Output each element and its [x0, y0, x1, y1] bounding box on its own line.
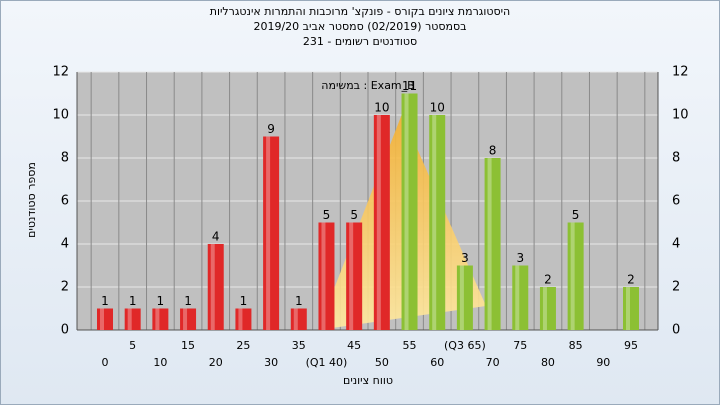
bar-highlight [349, 222, 354, 330]
bar-highlight [376, 115, 381, 330]
y-tick-label: 2 [61, 280, 69, 295]
chart-title: היסטוגרמת ציונים בקורס - פונקצ' מרוכבות … [210, 5, 511, 18]
bar [456, 265, 473, 330]
bar [235, 308, 252, 330]
x-tick-label: 60 [430, 356, 444, 369]
bar-highlight [515, 265, 520, 330]
value-label: 1 [295, 294, 303, 308]
y-tick-label: 10 [52, 108, 69, 123]
bar-highlight [321, 222, 326, 330]
bar [124, 308, 141, 330]
bar [484, 158, 501, 330]
bar-highlight [155, 308, 160, 330]
y-tick-label: 10 [672, 108, 689, 123]
x-tick-label: 85 [569, 339, 583, 352]
x-tick-label: (Q1 40) [306, 356, 348, 369]
bar [346, 222, 363, 330]
bar-highlight [432, 115, 437, 330]
x-tick-label: 35 [292, 339, 306, 352]
bar-highlight [127, 308, 132, 330]
x-tick-label: (Q3 65) [444, 339, 486, 352]
y-tick-label: 2 [672, 280, 680, 295]
x-tick-label: 50 [375, 356, 389, 369]
bar-highlight [266, 136, 271, 330]
x-tick-label: 55 [403, 339, 417, 352]
y-tick-label: 8 [61, 151, 69, 166]
bar-highlight [293, 308, 298, 330]
bar-highlight [626, 287, 630, 330]
bar-highlight [404, 93, 409, 330]
value-label: 1 [101, 294, 109, 308]
bar [152, 308, 169, 330]
y-tick-label: 4 [61, 237, 69, 252]
x-tick-label: 75 [513, 339, 527, 352]
bar [318, 222, 335, 330]
bar-highlight [459, 265, 464, 330]
x-tick-label: 15 [181, 339, 195, 352]
bar [401, 93, 418, 330]
bar-highlight [542, 287, 547, 330]
value-label: 11 [402, 79, 417, 93]
value-label: 1 [184, 294, 192, 308]
value-label: 10 [374, 101, 389, 115]
bar [567, 222, 584, 330]
bar-highlight [100, 308, 104, 330]
x-tick-label: 30 [264, 356, 278, 369]
value-label: 9 [267, 122, 275, 136]
value-label: 5 [572, 208, 580, 222]
y-axis-label: מספר סטודנטים [25, 162, 38, 238]
value-label: 5 [323, 208, 331, 222]
value-label: 3 [461, 251, 469, 265]
x-tick-label: 70 [486, 356, 500, 369]
bar-highlight [183, 308, 188, 330]
bar [97, 308, 113, 330]
y-tick-label: 0 [672, 323, 680, 338]
value-label: 2 [627, 273, 635, 287]
value-label: 1 [129, 294, 137, 308]
x-tick-label: 80 [541, 356, 555, 369]
value-label: 1 [157, 294, 165, 308]
bar [263, 136, 280, 330]
value-label: 8 [489, 144, 497, 158]
x-tick-label: 90 [596, 356, 610, 369]
x-tick-label: 0 [102, 356, 109, 369]
x-tick-label: 95 [624, 339, 638, 352]
chart-subtitle: בסמסטר (02/2019) סמסטר אביב 2019/20 [253, 20, 466, 33]
value-label: 3 [516, 251, 524, 265]
bar-highlight [570, 222, 575, 330]
x-tick-label: 20 [209, 356, 223, 369]
bar [290, 308, 307, 330]
y-tick-label: 6 [61, 194, 69, 209]
bar-highlight [487, 158, 492, 330]
bar [539, 287, 556, 330]
bar [623, 287, 639, 330]
bar-highlight [210, 244, 215, 330]
x-tick-label: 10 [153, 356, 167, 369]
y-tick-label: 6 [672, 194, 680, 209]
y-tick-label: 0 [61, 323, 69, 338]
chart-subtitle: סטודנטים רשומים - 231 [303, 35, 417, 48]
bar [180, 308, 197, 330]
bar [207, 244, 224, 330]
value-label: 4 [212, 230, 220, 244]
x-axis-label: טווח ציונים [343, 374, 393, 387]
value-label: 10 [430, 101, 445, 115]
value-label: 1 [240, 294, 248, 308]
y-tick-label: 12 [52, 65, 69, 80]
annotation: במשימה : Exam_B [321, 79, 414, 92]
y-tick-label: 4 [672, 237, 680, 252]
bar [373, 115, 390, 330]
bar-highlight [238, 308, 243, 330]
value-label: 5 [350, 208, 358, 222]
y-tick-label: 12 [672, 65, 689, 80]
x-tick-label: 5 [129, 339, 136, 352]
x-tick-label: 25 [236, 339, 250, 352]
bar [429, 115, 446, 330]
value-label: 2 [544, 273, 552, 287]
y-tick-label: 8 [672, 151, 680, 166]
x-tick-label: 45 [347, 339, 361, 352]
bar [512, 265, 529, 330]
